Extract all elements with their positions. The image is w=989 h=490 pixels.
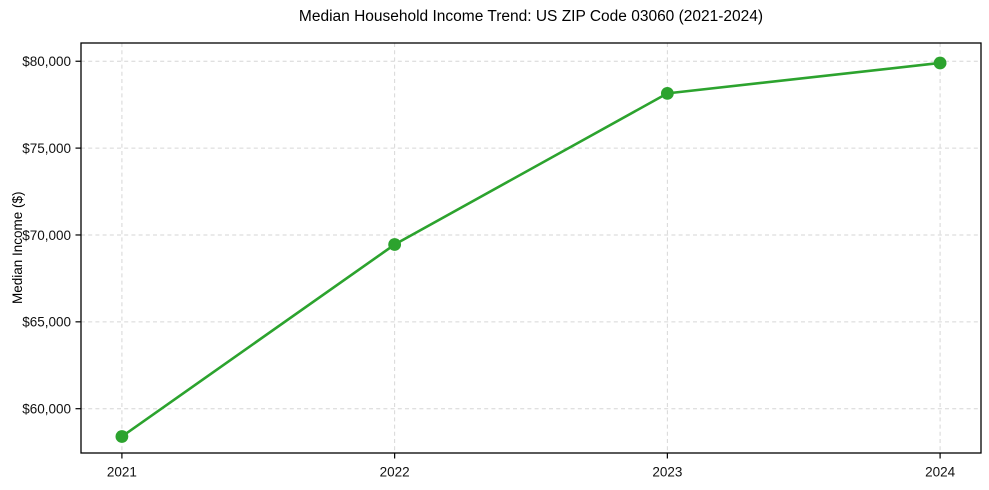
x-tick-label: 2024 [925, 465, 956, 480]
y-tick-label: $65,000 [22, 315, 71, 330]
data-point-2024 [933, 56, 947, 70]
data-point-2021 [115, 430, 129, 443]
y-tick-label: $70,000 [22, 228, 71, 243]
x-tick-label: 2023 [652, 465, 682, 480]
plot-frame [80, 42, 982, 454]
chart-title: Median Household Income Trend: US ZIP Co… [298, 8, 764, 25]
x-tick-label: 2022 [380, 465, 410, 480]
trend-line [120, 61, 942, 438]
y-tick-label: $60,000 [22, 401, 71, 416]
data-point-2023 [660, 86, 674, 100]
y-tick-label: $80,000 [22, 54, 71, 69]
y-tick-label: $75,000 [22, 141, 71, 156]
x-tick-label: 2021 [107, 465, 137, 480]
data-point-2022 [388, 238, 402, 251]
